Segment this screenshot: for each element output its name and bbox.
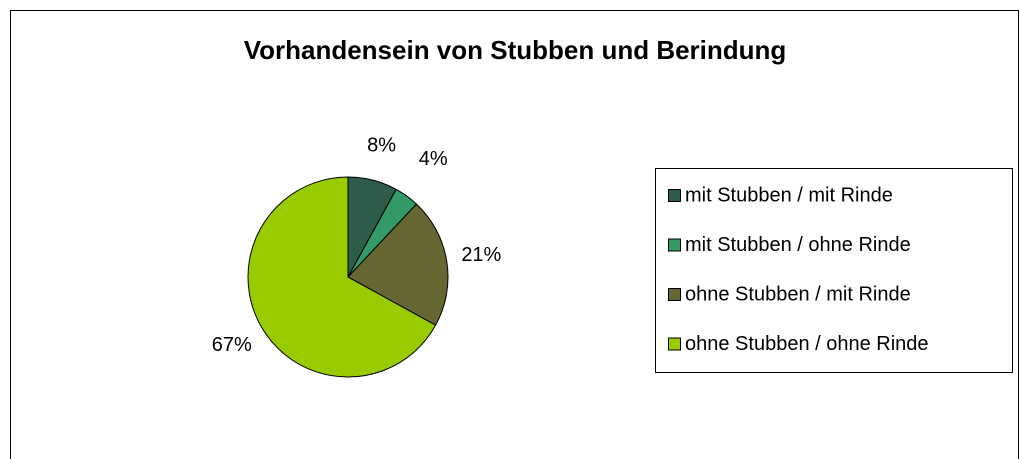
pie-slice xyxy=(247,176,437,378)
legend-swatch xyxy=(668,238,681,252)
data-label: 67% xyxy=(212,334,252,356)
legend-label: mit Stubben / ohne Rinde xyxy=(685,234,911,256)
pie-slice xyxy=(347,203,449,326)
data-label: 4% xyxy=(419,148,448,170)
legend-swatch xyxy=(668,189,681,202)
legend-label: ohne Stubben / mit Rinde xyxy=(685,283,911,305)
legend-label: ohne Stubben / ohne Rinde xyxy=(685,333,929,355)
legend-swatch xyxy=(668,288,681,301)
data-label: 8% xyxy=(367,135,396,157)
legend-swatch xyxy=(668,337,681,351)
legend-label: mit Stubben / mit Rinde xyxy=(685,184,893,206)
data-label: 21% xyxy=(461,244,501,266)
chart-title: Vorhandensein von Stubben und Berindung xyxy=(244,35,787,65)
legend xyxy=(655,168,1013,373)
